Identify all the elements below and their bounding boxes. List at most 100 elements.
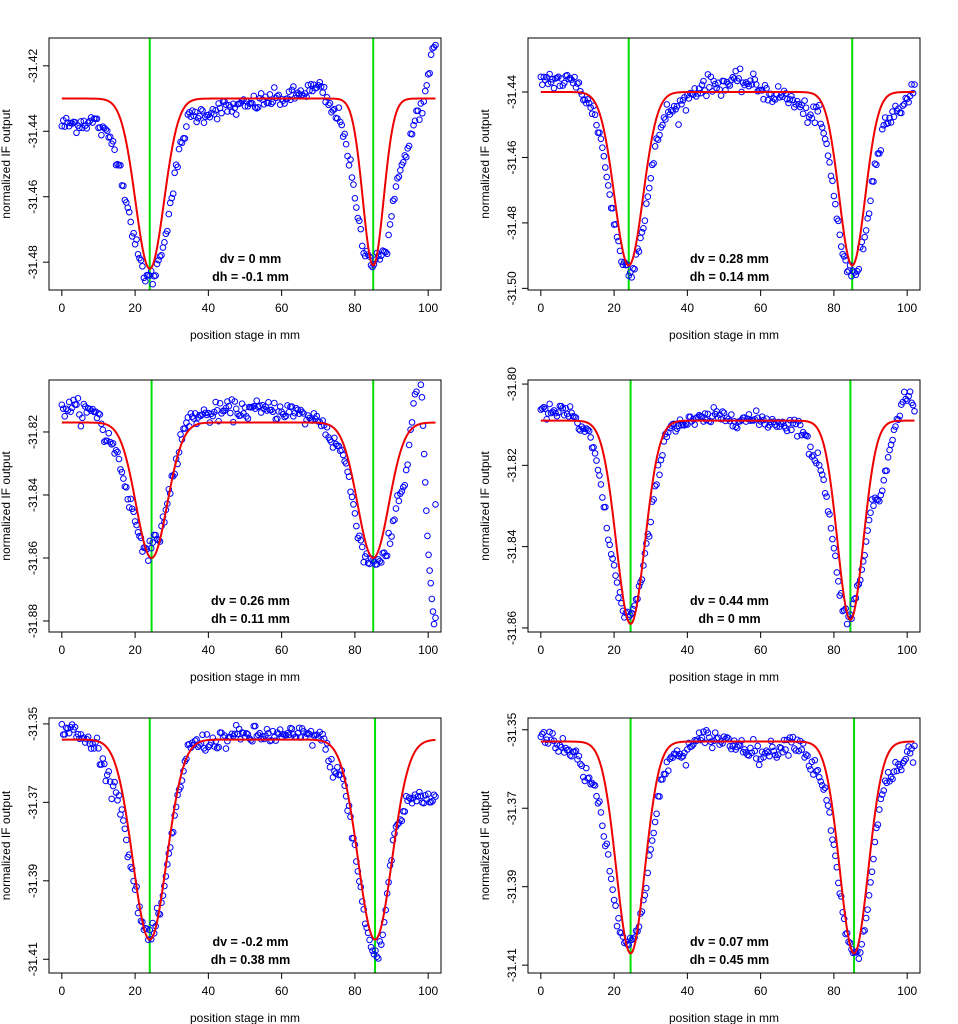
data-point — [793, 432, 801, 440]
data-point — [401, 808, 409, 815]
data-point — [193, 118, 200, 126]
data-point — [114, 448, 121, 456]
data-point — [710, 404, 718, 411]
data-point — [807, 111, 814, 118]
data-point — [407, 426, 414, 433]
data-point — [326, 99, 334, 107]
scatter-panel-1: 0 20 40 60 80 100 -31.42 -31.44 -31.46 -31.48 posi… — [0, 37, 442, 342]
data-point — [430, 620, 438, 628]
x-tick-label: 80 — [827, 301, 841, 315]
data-point — [79, 414, 86, 422]
data-point — [253, 105, 261, 112]
data-point — [906, 749, 914, 757]
data-point — [123, 483, 130, 491]
data-point — [240, 729, 247, 737]
data-point — [657, 456, 665, 464]
data-point — [232, 405, 240, 413]
data-point — [216, 400, 224, 407]
data-point — [832, 200, 839, 208]
data-point — [58, 401, 66, 409]
data-point — [862, 227, 870, 234]
data-point — [356, 532, 363, 540]
data-point — [187, 113, 195, 120]
x-axis-title: position stage in mm — [190, 670, 300, 684]
data-point — [172, 803, 180, 811]
data-point — [546, 400, 553, 408]
data-point — [174, 163, 181, 171]
data-point — [253, 397, 261, 404]
data-point — [388, 533, 395, 540]
data-point — [604, 182, 612, 189]
data-point — [785, 99, 792, 107]
data-point — [353, 522, 360, 530]
data-point — [613, 922, 621, 930]
data-point — [238, 400, 246, 408]
data-point — [593, 792, 600, 800]
y-tick-label: -31.80 — [505, 367, 519, 401]
data-point — [61, 731, 69, 738]
data-point — [222, 745, 230, 752]
data-point — [647, 518, 655, 526]
data-point — [643, 540, 650, 547]
data-point — [575, 79, 583, 86]
y-tick-label: -31.39 — [26, 863, 40, 897]
data-point — [426, 567, 433, 574]
data-point — [153, 260, 161, 268]
data-point — [610, 896, 618, 904]
data-point — [329, 774, 337, 781]
data-point — [323, 94, 331, 101]
data-point — [840, 915, 848, 923]
data-point — [404, 461, 411, 468]
data-point — [410, 121, 417, 129]
data-point — [613, 579, 621, 586]
y-tick-label: -31.84 — [26, 478, 40, 512]
data-point — [212, 398, 219, 406]
data-point — [320, 83, 328, 91]
data-point — [813, 767, 820, 775]
data-point — [353, 204, 360, 211]
data-point — [231, 730, 239, 738]
data-point — [585, 774, 593, 782]
data-point — [106, 133, 114, 141]
data-point — [723, 734, 731, 741]
data-point — [90, 745, 98, 752]
data-point — [316, 78, 324, 86]
data-point — [654, 136, 662, 143]
plot-frame — [48, 379, 442, 633]
data-point — [675, 121, 682, 128]
data-point — [660, 114, 668, 121]
data-point — [213, 744, 221, 752]
data-point — [383, 250, 391, 258]
data-point — [864, 906, 871, 913]
data-point — [263, 725, 271, 733]
x-tick-label: 40 — [681, 643, 695, 657]
data-point — [827, 827, 835, 834]
data-point — [388, 213, 395, 220]
data-point — [808, 114, 816, 122]
data-point — [429, 797, 436, 805]
data-point — [263, 407, 271, 414]
data-point — [413, 797, 420, 805]
data-point — [865, 210, 873, 217]
data-point — [427, 579, 435, 587]
data-point — [427, 798, 435, 806]
data-point — [331, 434, 338, 442]
data-points — [58, 381, 439, 628]
data-point — [367, 943, 375, 951]
data-point — [187, 410, 195, 417]
data-point — [599, 822, 606, 830]
data-point — [131, 240, 139, 248]
scatter-panel-2: 0 20 40 60 80 100 -31.44 -31.46 -31.48 -31.50 posi… — [478, 37, 921, 342]
data-point — [644, 193, 652, 201]
data-point — [339, 451, 347, 459]
y-axis-title: normalized IF output — [0, 451, 13, 561]
data-point — [637, 234, 644, 242]
data-point — [700, 77, 707, 85]
data-point — [823, 493, 830, 500]
data-point — [281, 413, 288, 421]
data-point — [266, 91, 274, 98]
data-point — [738, 737, 745, 744]
data-point — [386, 540, 394, 547]
data-point — [659, 452, 666, 459]
x-tick-label: 40 — [202, 301, 216, 315]
